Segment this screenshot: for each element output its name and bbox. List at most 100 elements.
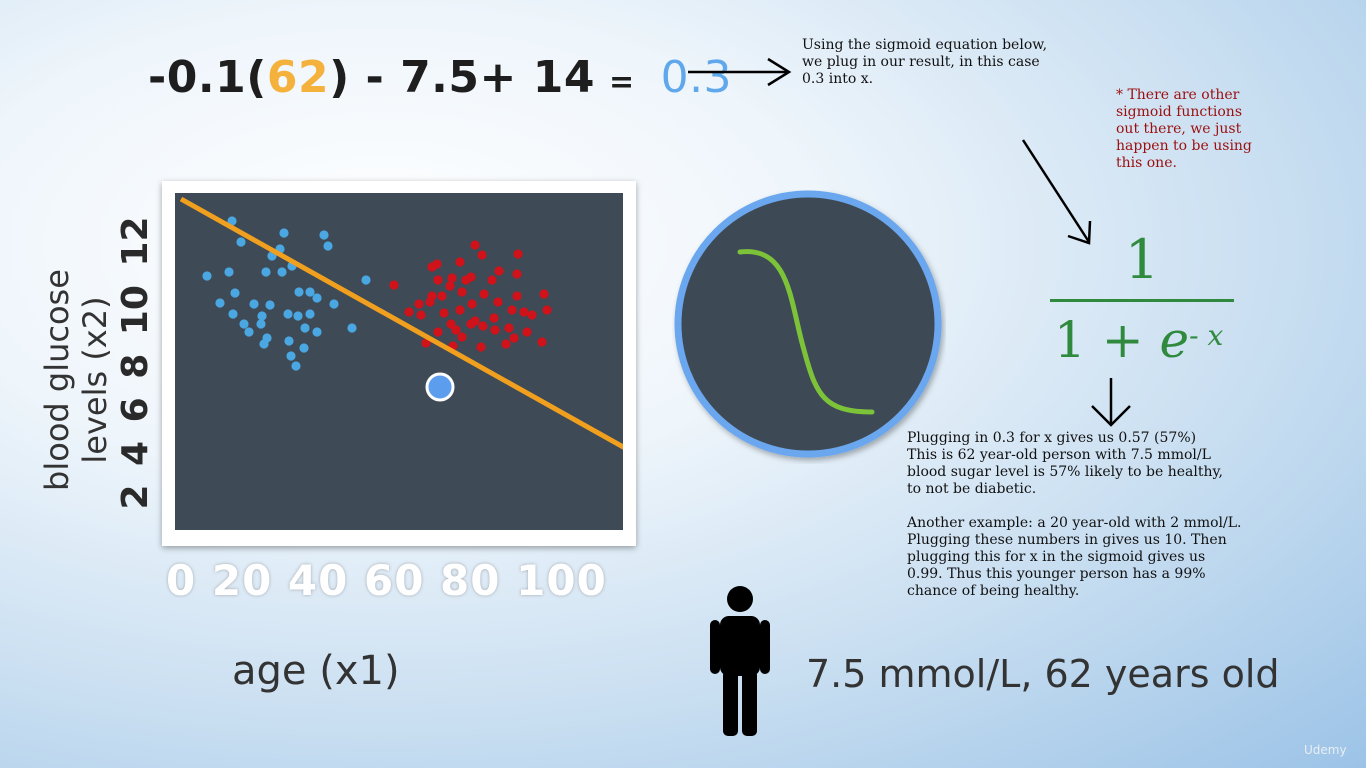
healthy-point-24 [286, 351, 296, 361]
healthy-point-23 [291, 361, 301, 371]
healthy-point-9 [284, 336, 294, 346]
formula-numerator: 1 [1124, 228, 1160, 291]
equation-result: 0.3 [660, 52, 733, 103]
diabetic-point-5 [439, 308, 449, 318]
formula-exponent: - x [1189, 319, 1224, 352]
healthy-point-17 [279, 228, 289, 238]
equation: -0.1(62) - 7.5+ 14 = 0.3 [148, 52, 732, 103]
healthy-point-22 [319, 230, 329, 240]
diabetic-point-16 [479, 289, 489, 299]
y-axis-label-line2: levels (x2) [76, 296, 114, 464]
healthy-point-2 [224, 267, 234, 277]
diabetic-point-31 [494, 266, 504, 276]
scatter-plot [175, 193, 623, 530]
diabetic-point-44 [433, 327, 443, 337]
healthy-point-35 [300, 323, 310, 333]
scatter-plot-frame [162, 181, 636, 546]
diabetic-point-49 [427, 262, 437, 272]
diabetic-point-7 [455, 305, 465, 315]
diabetic-point-30 [487, 275, 497, 285]
healthy-point-11 [312, 327, 322, 337]
diabetic-point-1 [389, 280, 399, 290]
decision-boundary-line [179, 196, 623, 450]
query-point [425, 372, 455, 402]
formula-denominator-prefix: 1 + [1054, 311, 1160, 369]
healthy-point-10 [299, 343, 309, 353]
diabetic-point-20 [437, 291, 447, 301]
diabetic-point-10 [489, 313, 499, 323]
diabetic-point-45 [421, 338, 431, 348]
diabetic-point-47 [512, 269, 522, 279]
diabetic-point-3 [416, 310, 426, 320]
formula-base: e [1159, 311, 1190, 369]
sigmoid-icon [674, 190, 942, 458]
healthy-point-1 [202, 271, 212, 281]
diabetic-point-19 [447, 273, 457, 283]
healthy-point-36 [293, 311, 303, 321]
healthy-points [202, 216, 371, 371]
arrow-right-icon [688, 57, 792, 87]
sigmoid-ring [674, 190, 942, 458]
healthy-point-4 [228, 309, 238, 319]
equation-age-value: 62 [266, 52, 330, 103]
diabetic-point-13 [522, 327, 532, 337]
diabetic-points [389, 240, 552, 352]
diabetic-point-17 [467, 299, 477, 309]
y-axis-tick-labels: 2 4 6 8 10 12 [115, 216, 156, 510]
diabetic-point-38 [501, 339, 511, 349]
diabetic-point-37 [527, 310, 537, 320]
healthy-point-31 [347, 323, 357, 333]
result-explanation-note: Plugging in 0.3 for x gives us 0.57 (57%… [907, 430, 1242, 599]
arrow-down-icon [1091, 378, 1131, 427]
equation-equals: = [608, 65, 635, 100]
healthy-point-19 [227, 216, 237, 226]
plot-background [175, 193, 623, 530]
arrow-diagonal-icon [1021, 139, 1092, 245]
sigmoid-curve [737, 249, 875, 415]
equation-part-a: -0.1( [148, 52, 267, 103]
diabetic-point-15 [493, 297, 503, 307]
diabetic-point-32 [512, 291, 522, 301]
patient-label: 7.5 mmol/L, 62 years old [806, 652, 1280, 696]
udemy-watermark: Udemy [1304, 743, 1347, 757]
diabetic-point-35 [542, 305, 552, 315]
diabetic-point-18 [457, 287, 467, 297]
healthy-point-28 [305, 287, 315, 297]
sigmoid-intro-note: Using the sigmoid equation below, we plu… [802, 37, 1048, 87]
diabetic-point-33 [513, 249, 523, 259]
x-axis-tick-labels: 0 20 40 60 80 100 [166, 556, 607, 605]
diabetic-point-22 [414, 299, 424, 309]
formula-denominator: 1 + e- x [1054, 312, 1223, 368]
diabetic-point-27 [470, 240, 480, 250]
diabetic-point-50 [509, 333, 519, 343]
diabetic-point-48 [433, 275, 443, 285]
diabetic-point-46 [451, 325, 461, 335]
diabetic-point-9 [478, 321, 488, 331]
healthy-point-13 [312, 293, 322, 303]
healthy-point-25 [257, 311, 267, 321]
diabetic-point-26 [477, 250, 487, 260]
healthy-point-26 [244, 327, 254, 337]
healthy-point-37 [249, 299, 259, 309]
healthy-point-38 [215, 298, 225, 308]
diabetic-point-2 [404, 307, 414, 317]
healthy-point-18 [236, 237, 246, 247]
healthy-point-3 [230, 288, 240, 298]
healthy-point-29 [329, 299, 339, 309]
diabetic-point-43 [466, 319, 476, 329]
y-axis-label-line1: blood glucose [38, 269, 76, 491]
diabetic-point-29 [461, 275, 471, 285]
sigmoid-formula: 1 1 + e- x [1048, 228, 1236, 368]
diabetic-point-21 [425, 297, 435, 307]
person-icon [710, 586, 770, 736]
healthy-point-14 [294, 287, 304, 297]
diabetic-point-28 [455, 257, 465, 267]
diabetic-point-12 [519, 307, 529, 317]
healthy-point-30 [361, 275, 371, 285]
healthy-point-7 [265, 300, 275, 310]
diabetic-point-40 [476, 342, 486, 352]
healthy-point-5 [239, 319, 249, 329]
formula-fraction-bar [1050, 299, 1234, 302]
healthy-point-6 [256, 319, 266, 329]
other-sigmoids-note: * There are other sigmoid functions out … [1116, 87, 1252, 171]
